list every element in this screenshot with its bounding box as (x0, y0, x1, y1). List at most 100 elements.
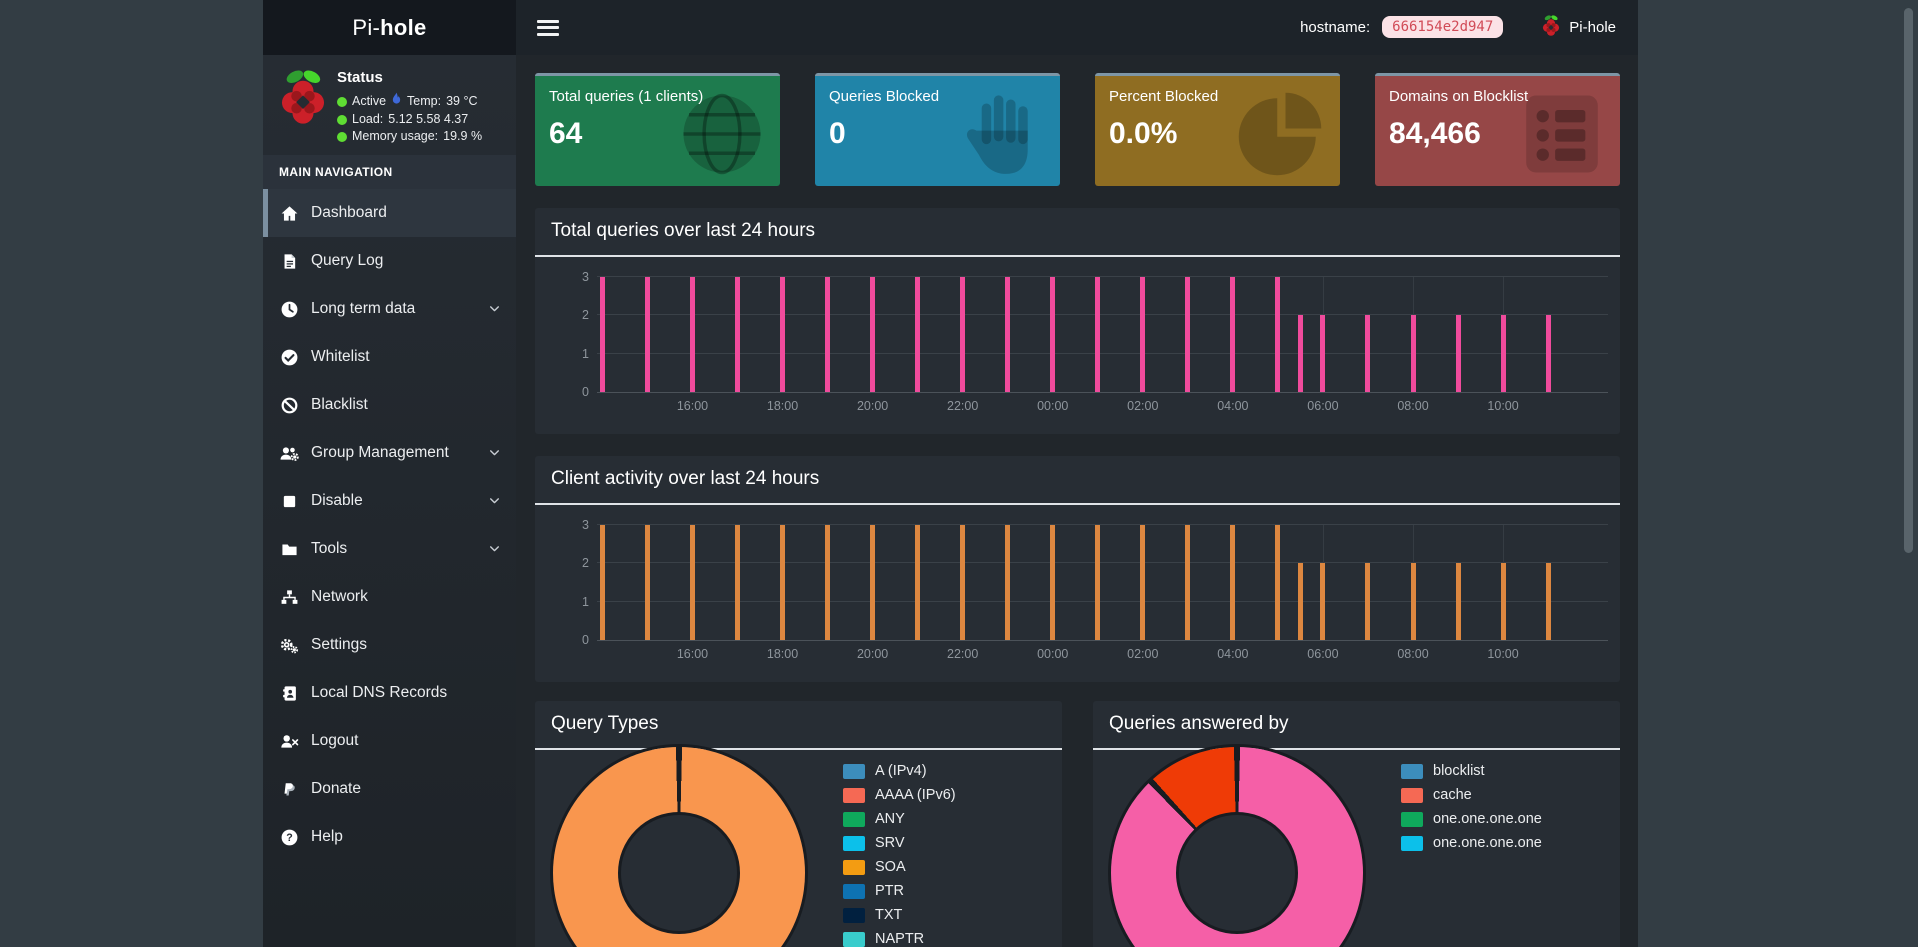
legend-swatch (843, 835, 865, 851)
sidebar-item-query-log[interactable]: Query Log (263, 237, 516, 285)
total-queries-chart[interactable]: 0 1 2 3 16:00 18:00 20:00 22:00 00:00 02:00 04:00 0… (582, 270, 1608, 413)
summary-card-queries-blocked: Queries Blocked 0 (815, 73, 1060, 186)
sidebar-item-local-dns-records[interactable]: Local DNS Records (263, 669, 516, 717)
x-axis-tick: 20:00 (856, 647, 889, 661)
query-bar (1545, 563, 1551, 640)
sidebar: Status Active Temp: 39 °C Load: 5.12 5.5… (263, 55, 516, 947)
vertical-scrollbar[interactable] (1904, 8, 1913, 553)
query-bar (1365, 563, 1371, 640)
check-circle-icon (279, 347, 299, 367)
panel-title: Queries answered by (1093, 701, 1620, 750)
sidebar-item-label: Dashboard (311, 204, 387, 221)
sidebar-item-network[interactable]: Network (263, 573, 516, 621)
raspberry-logo (277, 67, 329, 145)
client-activity-panel: Client activity over last 24 hours 0 1 2 3 1… (535, 456, 1620, 682)
query-bar (689, 525, 695, 640)
query-bar (1230, 525, 1236, 640)
user-times-icon (279, 731, 299, 751)
sidebar-item-disable[interactable]: Disable (263, 477, 516, 525)
card-label: Queries Blocked (829, 88, 940, 105)
query-bar (599, 525, 605, 640)
query-types-donut[interactable] (553, 747, 805, 947)
sidebar-item-donate[interactable]: Donate (263, 765, 516, 813)
legend-swatch (843, 811, 865, 827)
sidebar-item-label: Blacklist (311, 396, 368, 413)
legend-item-cache[interactable]: cache (1401, 783, 1542, 807)
sidebar-item-dashboard[interactable]: Dashboard (263, 189, 516, 237)
top-header: Pi-hole hostname: 666154e2d947 Pi-hole (263, 0, 1638, 55)
hamburger-icon[interactable] (537, 19, 559, 36)
status-load-row: Load: 5.12 5.58 4.37 (337, 111, 482, 128)
status-ok-dot (337, 114, 347, 125)
svg-text:?: ? (286, 832, 293, 844)
sidebar-item-logout[interactable]: Logout (263, 717, 516, 765)
x-axis-tick: 16:00 (676, 647, 709, 661)
legend-item-srv[interactable]: SRV (843, 831, 956, 855)
memory-label: Memory usage: (352, 129, 439, 143)
address-book-icon (279, 683, 299, 703)
raspberry-icon (1541, 14, 1561, 40)
legend-swatch (1401, 763, 1423, 779)
dashboard-content: Total queries (1 clients) 64 Queries Block… (516, 55, 1638, 947)
navbar-right: hostname: 666154e2d947 Pi-hole (1300, 14, 1638, 40)
legend-item-any[interactable]: ANY (843, 807, 956, 831)
query-bar (780, 525, 786, 640)
legend-swatch (843, 907, 865, 923)
legend-item-txt[interactable]: TXT (843, 903, 956, 927)
legend-item-one-one-one-one[interactable]: one.one.one.one (1401, 831, 1542, 855)
brand-prefix: Pi- (352, 14, 381, 40)
temp-label: Temp: (407, 94, 442, 108)
sidebar-item-tools[interactable]: Tools (263, 525, 516, 573)
chevron-down-icon (488, 494, 502, 508)
query-bar (915, 277, 921, 392)
sidebar-item-whitelist[interactable]: Whitelist (263, 333, 516, 381)
stop-icon (279, 491, 299, 511)
legend-item-a-ipv4-[interactable]: A (IPv4) (843, 759, 956, 783)
header-brand-link[interactable]: Pi-hole (1541, 14, 1616, 40)
query-bar (689, 277, 695, 392)
legend-item-soa[interactable]: SOA (843, 855, 956, 879)
status-ok-dot (337, 131, 347, 142)
pie-icon (1234, 90, 1326, 183)
query-bar (915, 525, 921, 640)
sidebar-item-blacklist[interactable]: Blacklist (263, 381, 516, 429)
legend-item-aaaa-ipv6-[interactable]: AAAA (IPv6) (843, 783, 956, 807)
brand-suffix: hole (380, 14, 427, 40)
x-axis-tick: 04:00 (1217, 399, 1249, 413)
y-axis-tick: 2 (582, 308, 589, 323)
memory-value: 19.9 % (443, 129, 483, 143)
sidebar-brand-logo[interactable]: Pi-hole (263, 0, 516, 55)
legend-item-naptr[interactable]: NAPTR (843, 927, 956, 947)
query-bar (1410, 315, 1416, 392)
client-activity-chart[interactable]: 0 1 2 3 16:00 18:00 20:00 22:00 00:00 02:00 04:00 0… (582, 518, 1608, 661)
card-value: 0 (829, 117, 846, 150)
legend-swatch (843, 859, 865, 875)
query-bar (1500, 315, 1506, 392)
sidebar-item-group-management[interactable]: Group Management (263, 429, 516, 477)
sidebar-item-label: Donate (311, 780, 361, 797)
queries-answered-donut[interactable] (1111, 747, 1363, 947)
question-icon: ? (279, 827, 299, 847)
panel-title: Client activity over last 24 hours (535, 456, 1620, 505)
gears-icon (279, 635, 299, 655)
navbar: hostname: 666154e2d947 Pi-hole (516, 0, 1638, 55)
panel-title: Query Types (535, 701, 1062, 750)
legend-item-ptr[interactable]: PTR (843, 879, 956, 903)
query-bar (870, 525, 876, 640)
legend-item-one-one-one-one[interactable]: one.one.one.one (1401, 807, 1542, 831)
pie-panels-row: Query Types A (IPv4) AAAA (IPv6) ANY SRV SOA… (535, 682, 1620, 947)
card-label: Percent Blocked (1109, 88, 1219, 105)
legend-item-blocklist[interactable]: blocklist (1401, 759, 1542, 783)
sidebar-item-long-term-data[interactable]: Long term data (263, 285, 516, 333)
legend-swatch (1401, 835, 1423, 851)
y-axis-tick: 0 (582, 385, 589, 399)
summary-card-percent-blocked: Percent Blocked 0.0% (1095, 73, 1340, 186)
card-label: Total queries (1 clients) (549, 88, 704, 105)
query-bar (1095, 277, 1101, 392)
query-bar (1185, 277, 1191, 392)
legend-swatch (843, 883, 865, 899)
status-active-label: Active (352, 94, 387, 108)
sidebar-item-help[interactable]: ? Help (263, 813, 516, 861)
sidebar-item-settings[interactable]: Settings (263, 621, 516, 669)
status-active-row: Active Temp: 39 °C (337, 92, 482, 111)
